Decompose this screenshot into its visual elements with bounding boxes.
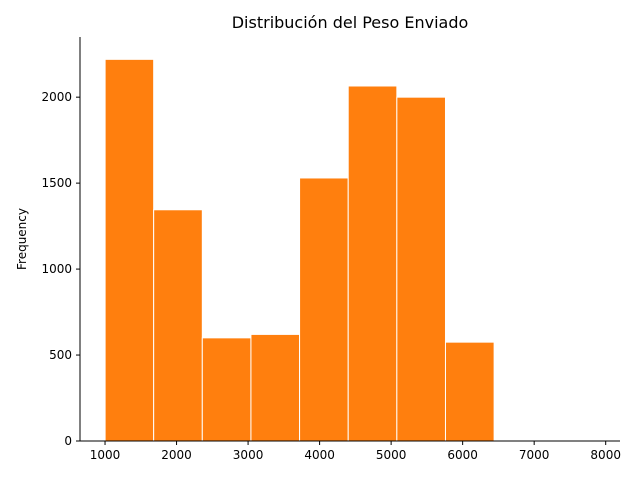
x-tick-label: 2000 — [161, 448, 192, 462]
x-tick-label: 6000 — [447, 448, 478, 462]
chart-title: Distribución del Peso Enviado — [232, 13, 469, 32]
x-tick-label: 1000 — [90, 448, 121, 462]
y-tick-label: 0 — [64, 434, 72, 448]
histogram-bar-2 — [153, 209, 203, 442]
y-tick-label: 1500 — [41, 176, 72, 190]
histogram-bar-4 — [250, 333, 301, 442]
y-tick-label: 500 — [49, 348, 72, 362]
y-axis-label: Frequency — [15, 208, 29, 270]
x-tick-label: 8000 — [590, 448, 621, 462]
x-tick-label: 4000 — [304, 448, 335, 462]
histogram-bar-7 — [396, 96, 446, 442]
y-tick-label: 2000 — [41, 90, 72, 104]
bars-group — [104, 58, 495, 442]
x-tick-label: 5000 — [376, 448, 407, 462]
histogram-bar-1 — [104, 58, 155, 442]
histogram-bar-5 — [299, 177, 349, 442]
histogram-bar-6 — [347, 85, 398, 442]
y-tick-label: 1000 — [41, 262, 72, 276]
histogram-bar-3 — [201, 337, 252, 442]
axes-group: 1000 2000 3000 4000 5000 6000 7000 8000 0 500 1000… — [41, 37, 621, 462]
x-tick-label: 3000 — [233, 448, 264, 462]
x-tick-label: 7000 — [519, 448, 550, 462]
histogram-bar-8 — [444, 341, 495, 442]
